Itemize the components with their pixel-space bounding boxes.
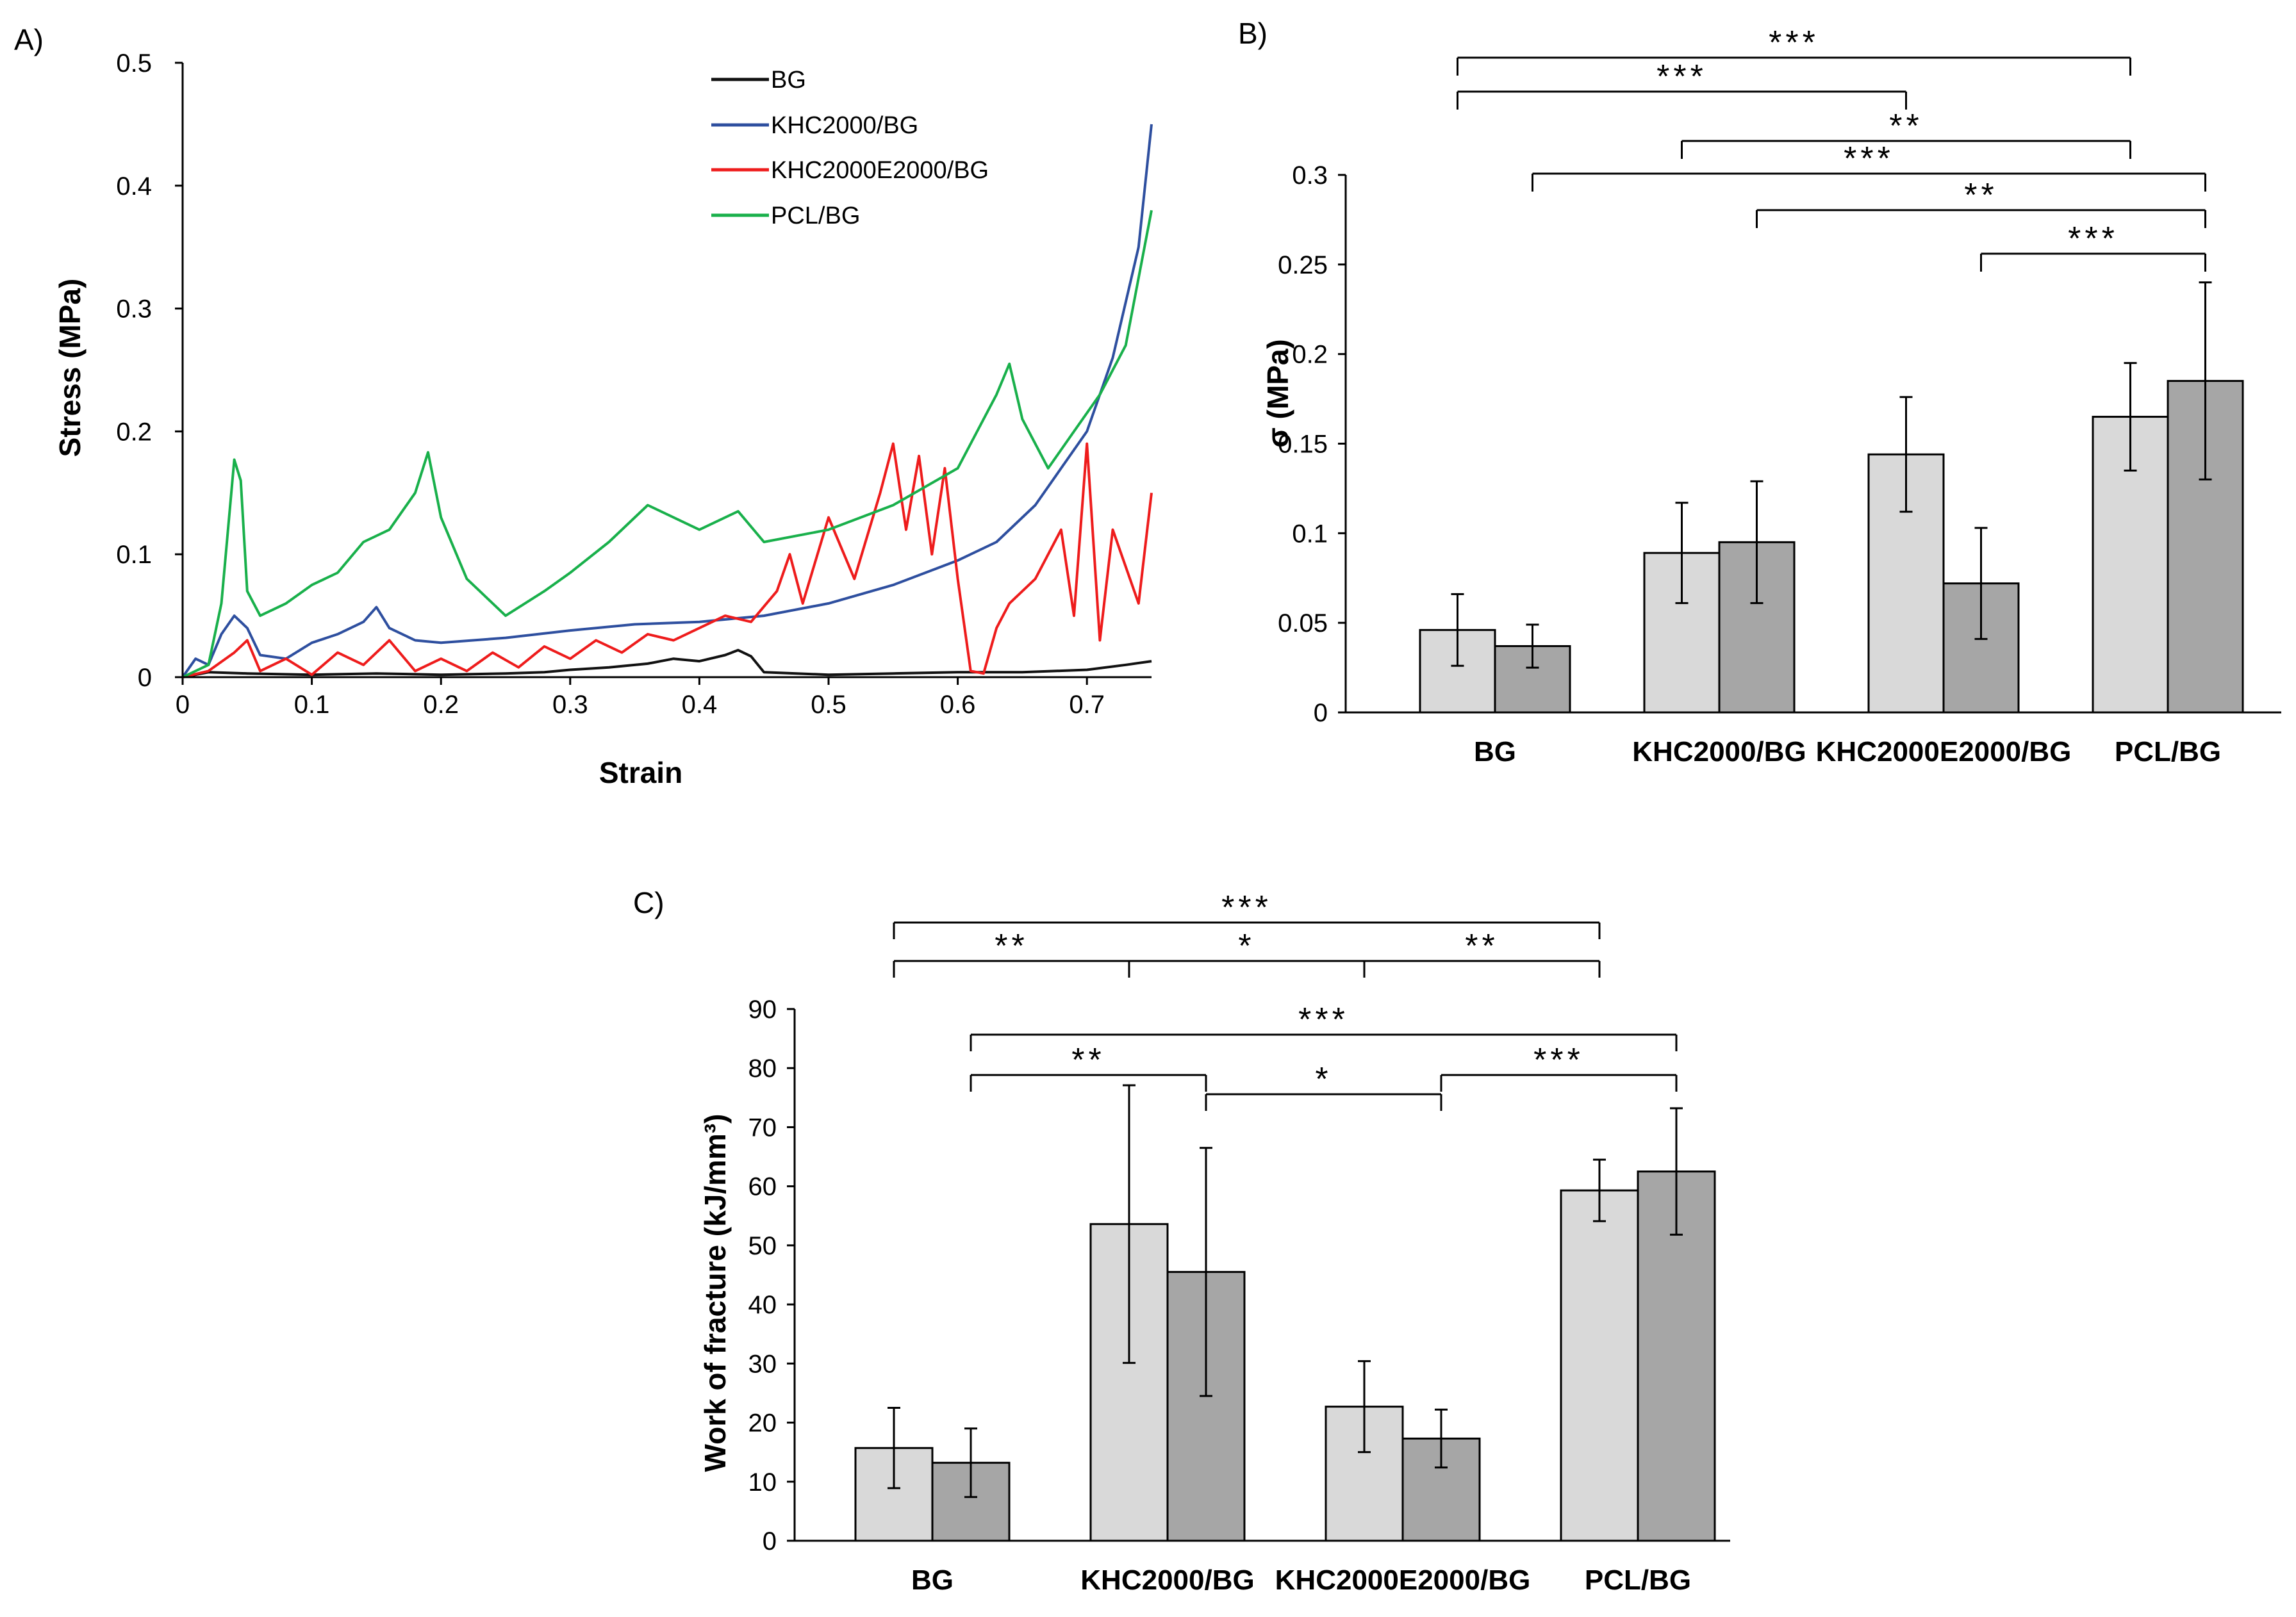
category-label: KHC2000E2000/BG <box>1275 1564 1531 1596</box>
x-tick-label: 0.1 <box>294 691 330 719</box>
panel-c-y-ticks: 0 10 20 30 40 50 60 70 80 90 <box>748 996 795 1555</box>
panel-a-series-lines <box>181 124 1153 678</box>
panel-c-significance-brackets: ***** * *********** <box>893 889 1678 1111</box>
panel-c-label: C) <box>633 886 665 919</box>
bar-light <box>1560 1189 1639 1542</box>
panel-a-x-ticks: 0 0.1 0.2 0.3 0.4 0.5 0.6 0.7 <box>176 677 1105 719</box>
series-line-pcl-bg <box>182 209 1153 678</box>
y-tick-label: 0.15 <box>1278 431 1328 459</box>
x-tick-label: 0.4 <box>682 691 718 719</box>
category-label: KHC2000/BG <box>1632 736 1806 767</box>
panel-b-label: B) <box>1238 17 1268 50</box>
significance-stars: ** <box>1964 177 1997 214</box>
series-line-bg <box>182 648 1152 678</box>
panel-a-line-chart: A) Strain Stress (MPa) 0 0.1 0.2 0.3 0.4 0.5 0… <box>14 23 1153 789</box>
y-tick-label: 10 <box>748 1468 777 1497</box>
y-tick-label: 0.2 <box>1292 341 1328 369</box>
significance-stars: ** <box>1071 1042 1105 1079</box>
y-tick-label: 0.4 <box>116 172 152 201</box>
significance-stars: *** <box>1656 58 1707 95</box>
y-tick-label: 90 <box>748 996 777 1024</box>
legend-label-pcl: PCL/BG <box>771 202 860 229</box>
y-tick-label: 0 <box>763 1527 777 1555</box>
significance-stars: *** <box>2068 220 2118 258</box>
y-tick-label: 0.1 <box>116 541 152 569</box>
y-tick-label: 70 <box>748 1113 777 1142</box>
y-tick-label: 0.2 <box>116 418 152 446</box>
x-tick-label: 0.5 <box>811 691 847 719</box>
x-tick-label: 0.3 <box>552 691 588 719</box>
panel-a-legend: BG KHC2000/BG KHC2000E2000/BG PCL/BG <box>711 67 989 229</box>
x-tick-label: 0.7 <box>1069 691 1105 719</box>
y-tick-label: 50 <box>748 1232 777 1260</box>
y-tick-label: 40 <box>748 1291 777 1319</box>
significance-stars: *** <box>1533 1042 1584 1079</box>
panel-a-y-axis-title: Stress (MPa) <box>53 279 87 457</box>
y-tick-label: 0.1 <box>1292 520 1328 548</box>
panel-a-y-ticks: 0 0.1 0.2 0.3 0.4 0.5 <box>116 49 183 692</box>
category-label: BG <box>911 1564 954 1596</box>
y-tick-label: 60 <box>748 1173 777 1201</box>
category-label: BG <box>1474 736 1516 767</box>
y-tick-label: 0.5 <box>116 49 152 78</box>
significance-stars: ** <box>1465 928 1498 965</box>
panel-b-significance-brackets: **************** <box>1457 24 2206 272</box>
x-tick-label: 0.2 <box>423 691 459 719</box>
panel-c-bars <box>854 1084 1716 1542</box>
category-label: PCL/BG <box>1585 1564 1691 1596</box>
panel-b-y-axis-title: σ (MPa) <box>1261 339 1294 447</box>
legend-label-khc2000: KHC2000/BG <box>771 112 918 139</box>
y-tick-label: 20 <box>748 1409 777 1438</box>
category-label: PCL/BG <box>2115 736 2221 767</box>
panel-b-category-labels: BG KHC2000/BG KHC2000E2000/BG PCL/BG <box>1474 736 2221 767</box>
y-tick-label: 30 <box>748 1350 777 1378</box>
legend-label-khc2000e2000: KHC2000E2000/BG <box>771 157 989 184</box>
significance-stars: *** <box>1221 889 1272 926</box>
significance-stars: *** <box>1298 1001 1349 1038</box>
x-tick-label: 0 <box>176 691 190 719</box>
series-line-khc2000e2000-bg <box>182 442 1153 678</box>
panel-c-y-axis-title: Work of fracture (kJ/mm³) <box>698 1114 732 1472</box>
significance-stars: ** <box>995 928 1028 965</box>
significance-stars: ** <box>1889 108 1922 145</box>
y-tick-label: 0 <box>1314 699 1328 727</box>
y-tick-label: 0.3 <box>1292 161 1328 190</box>
category-label: KHC2000E2000/BG <box>1816 736 2072 767</box>
panel-c-bar-chart: C) Work of fracture (kJ/mm³) 0 10 20 30 40 50… <box>633 886 1730 1596</box>
panel-c-category-labels: BG KHC2000/BG KHC2000E2000/BG PCL/BG <box>911 1564 1691 1596</box>
significance-stars: * <box>1238 928 1255 965</box>
y-tick-label: 80 <box>748 1055 777 1083</box>
series-line-khc2000-bg <box>181 124 1153 678</box>
x-tick-label: 0.6 <box>940 691 976 719</box>
category-label: KHC2000/BG <box>1080 1564 1254 1596</box>
panel-b-y-ticks: 0 0.05 0.1 0.15 0.2 0.25 0.3 <box>1278 161 1346 727</box>
y-tick-label: 0.3 <box>116 295 152 324</box>
panel-a-label: A) <box>14 23 44 56</box>
y-tick-label: 0.25 <box>1278 251 1328 279</box>
panel-b-bar-chart: B) σ (MPa) 0 0.05 0.1 0.15 0.2 0.25 0.3 BG KHC2… <box>1238 17 2281 767</box>
legend-label-bg: BG <box>771 67 806 94</box>
panel-b-bars <box>1419 281 2244 714</box>
y-tick-label: 0.05 <box>1278 609 1328 637</box>
y-tick-label: 0 <box>138 664 152 692</box>
significance-stars: *** <box>1844 140 1894 177</box>
significance-stars: *** <box>1769 24 1819 62</box>
panel-a-x-axis-title: Strain <box>599 756 682 789</box>
significance-stars: * <box>1315 1061 1332 1098</box>
